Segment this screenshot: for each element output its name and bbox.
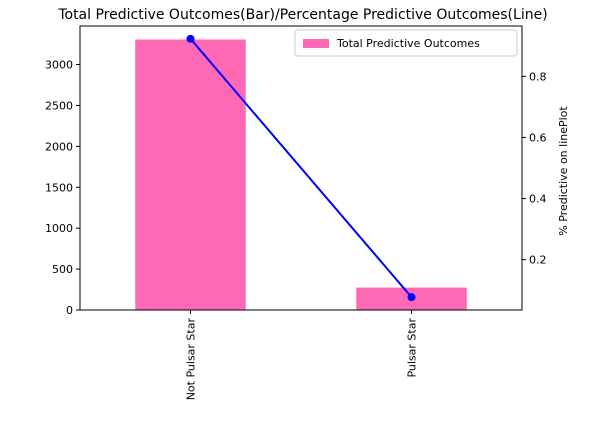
x-tick-label: Not Pulsar Star — [185, 318, 198, 401]
x-tick-label: Pulsar Star — [406, 318, 419, 378]
right-axis-label: % Predictive on linePlot — [557, 106, 570, 236]
legend-label: Total Predictive Outcomes — [336, 37, 480, 50]
right-tick-label: 0.6 — [529, 131, 547, 144]
line-point-pulsar-star — [407, 293, 416, 302]
left-tick-label: 2500 — [45, 99, 73, 112]
legend-swatch — [303, 39, 329, 48]
line-point-not-pulsar-star — [186, 34, 195, 43]
right-tick-label: 0.4 — [529, 193, 547, 206]
left-tick-label: 3000 — [45, 59, 73, 72]
bar-not-pulsar-star — [135, 39, 246, 310]
left-tick-label: 2000 — [45, 140, 73, 153]
right-tick-label: 0.2 — [529, 254, 547, 267]
right-tick-label: 0.8 — [529, 70, 547, 83]
left-tick-label: 1500 — [45, 181, 73, 194]
percentage-line — [189, 38, 413, 298]
legend-box — [294, 29, 518, 57]
left-tick-label: 0 — [66, 304, 73, 317]
plot-frame — [79, 25, 523, 311]
chart-title: Total Predictive Outcomes(Bar)/Percentag… — [57, 7, 547, 23]
left-tick-label: 1000 — [45, 222, 73, 235]
left-tick-label: 500 — [52, 263, 73, 276]
